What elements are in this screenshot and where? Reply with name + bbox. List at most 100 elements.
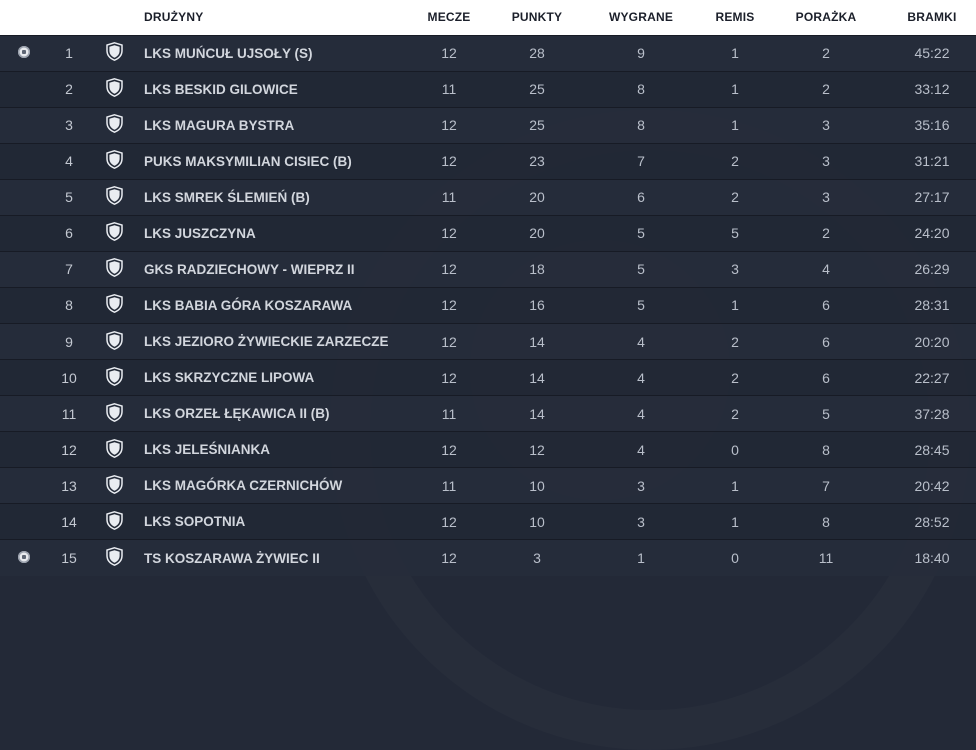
team-name[interactable]: LKS SMREK ŚLEMIEŃ (B) bbox=[144, 189, 310, 205]
table-row[interactable]: 13 LKS MAGÓRKA CZERNICHÓW 11 10 3 1 7 20:42 bbox=[0, 467, 976, 504]
losses: 11 bbox=[818, 550, 834, 567]
played: 12 bbox=[441, 550, 457, 567]
table-row[interactable]: 10 LKS SKRZYCZNE LIPOWA 12 14 4 2 6 22:27 bbox=[0, 359, 976, 396]
position: 4 bbox=[65, 153, 73, 170]
losses: 6 bbox=[822, 369, 830, 386]
team-name[interactable]: TS KOSZARAWA ŻYWIEC II bbox=[144, 550, 320, 566]
table-row[interactable]: 15 TS KOSZARAWA ŻYWIEC II 12 3 1 0 11 18:40 bbox=[0, 539, 976, 576]
losses: 8 bbox=[822, 441, 830, 458]
position: 10 bbox=[61, 369, 77, 386]
team-name[interactable]: PUKS MAKSYMILIAN CISIEC (B) bbox=[144, 153, 352, 169]
shield-crest-icon bbox=[105, 330, 123, 353]
header-crest bbox=[90, 0, 138, 35]
shield-crest-icon bbox=[105, 294, 123, 316]
soccer-ball-icon bbox=[18, 46, 30, 59]
table-row[interactable]: 11 LKS ORZEŁ ŁĘKAWICA II (B) 11 14 4 2 5 37:28 bbox=[0, 395, 976, 432]
points: 23 bbox=[529, 153, 545, 170]
points: 20 bbox=[529, 189, 545, 206]
losses: 4 bbox=[822, 261, 830, 278]
points: 28 bbox=[529, 45, 545, 62]
team-name[interactable]: LKS ORZEŁ ŁĘKAWICA II (B) bbox=[144, 406, 330, 422]
played: 11 bbox=[441, 477, 457, 494]
table-header: Drużyny Mecze Punkty Wygrane Remis Poraż… bbox=[0, 0, 976, 35]
soccer-ball-icon bbox=[18, 551, 30, 564]
header-team[interactable]: Drużyny bbox=[144, 10, 204, 25]
header-goals[interactable]: Bramki bbox=[907, 10, 957, 25]
team-name[interactable]: LKS SOPOTNIA bbox=[144, 514, 246, 530]
losses: 5 bbox=[822, 405, 830, 422]
team-name[interactable]: LKS BABIA GÓRA KOSZARAWA bbox=[144, 297, 353, 313]
draws: 1 bbox=[731, 477, 739, 494]
crest-cell bbox=[90, 468, 138, 504]
crest-cell bbox=[90, 143, 138, 179]
draws: 2 bbox=[731, 153, 739, 170]
points: 12 bbox=[529, 441, 545, 458]
shield-crest-icon bbox=[105, 222, 123, 244]
played: 12 bbox=[441, 261, 457, 278]
points: 25 bbox=[529, 81, 545, 98]
marker-cell bbox=[0, 468, 48, 504]
wins: 5 bbox=[637, 261, 645, 278]
team-name[interactable]: LKS MAGÓRKA CZERNICHÓW bbox=[144, 478, 343, 494]
position: 2 bbox=[65, 81, 73, 98]
team-name[interactable]: LKS JEZIORO ŻYWIECKIE ZARZECZE bbox=[144, 334, 389, 350]
team-name[interactable]: GKS RADZIECHOWY - WIEPRZ II bbox=[144, 261, 355, 277]
table-row[interactable]: 9 LKS JEZIORO ŻYWIECKIE ZARZECZE 12 14 4 2 6 20… bbox=[0, 323, 976, 360]
position: 1 bbox=[65, 45, 73, 62]
header-losses[interactable]: Porażka bbox=[795, 10, 857, 25]
header-played[interactable]: Mecze bbox=[427, 10, 471, 25]
header-draws[interactable]: Remis bbox=[715, 10, 755, 25]
team-name[interactable]: LKS SKRZYCZNE LIPOWA bbox=[144, 370, 315, 386]
marker-cell bbox=[0, 540, 48, 576]
table-row[interactable]: 1 LKS MUŃCUŁ UJSOŁY (S) 12 28 9 1 2 45:22 bbox=[0, 35, 976, 72]
position: 3 bbox=[65, 117, 73, 134]
draws: 1 bbox=[731, 45, 739, 62]
draws: 1 bbox=[731, 81, 739, 98]
position: 11 bbox=[61, 405, 77, 422]
wins: 5 bbox=[637, 225, 645, 242]
table-row[interactable]: 5 LKS SMREK ŚLEMIEŃ (B) 11 20 6 2 3 27:17 bbox=[0, 179, 976, 216]
team-name[interactable]: LKS MUŃCUŁ UJSOŁY (S) bbox=[144, 45, 313, 61]
goals: 45:22 bbox=[914, 45, 950, 62]
losses: 3 bbox=[822, 189, 830, 206]
table-row[interactable]: 12 LKS JELEŚNIANKA 12 12 4 0 8 28:45 bbox=[0, 431, 976, 468]
table-row[interactable]: 6 LKS JUSZCZYNA 12 20 5 5 2 24:20 bbox=[0, 215, 976, 252]
team-name[interactable]: LKS JUSZCZYNA bbox=[144, 225, 256, 241]
wins: 8 bbox=[637, 81, 645, 98]
table-row[interactable]: 14 LKS SOPOTNIA 12 10 3 1 8 28:52 bbox=[0, 503, 976, 540]
team-name[interactable]: LKS MAGURA BYSTRA bbox=[144, 117, 295, 133]
header-points[interactable]: Punkty bbox=[511, 10, 563, 25]
wins: 4 bbox=[637, 405, 645, 422]
team-name[interactable]: LKS JELEŚNIANKA bbox=[144, 442, 271, 458]
crest-cell bbox=[90, 324, 138, 360]
points: 18 bbox=[529, 261, 545, 278]
header-wins[interactable]: Wygrane bbox=[608, 10, 674, 25]
crest-cell bbox=[90, 432, 138, 468]
shield-crest-icon bbox=[105, 78, 123, 100]
header-marker bbox=[0, 0, 48, 35]
table-row[interactable]: 8 LKS BABIA GÓRA KOSZARAWA 12 16 5 1 6 28:31 bbox=[0, 287, 976, 324]
table-row[interactable]: 2 LKS BESKID GILOWICE 11 25 8 1 2 33:12 bbox=[0, 71, 976, 108]
position: 14 bbox=[61, 513, 77, 530]
wins: 5 bbox=[637, 297, 645, 314]
goals: 28:45 bbox=[914, 441, 950, 458]
goals: 20:42 bbox=[914, 477, 950, 494]
points: 16 bbox=[529, 297, 545, 314]
goals: 31:21 bbox=[914, 153, 950, 170]
wins: 7 bbox=[637, 153, 645, 170]
wins: 9 bbox=[637, 45, 645, 62]
table-row[interactable]: 4 PUKS MAKSYMILIAN CISIEC (B) 12 23 7 2 3 31:21 bbox=[0, 143, 976, 180]
team-name[interactable]: LKS BESKID GILOWICE bbox=[144, 81, 298, 97]
draws: 3 bbox=[731, 261, 739, 278]
marker-cell bbox=[0, 324, 48, 360]
goals: 28:52 bbox=[914, 513, 950, 530]
goals: 33:12 bbox=[914, 81, 950, 98]
table-row[interactable]: 3 LKS MAGURA BYSTRA 12 25 8 1 3 35:16 bbox=[0, 107, 976, 144]
points: 3 bbox=[533, 550, 541, 567]
played: 11 bbox=[441, 189, 457, 206]
losses: 2 bbox=[822, 225, 830, 242]
draws: 5 bbox=[731, 225, 739, 242]
wins: 4 bbox=[637, 441, 645, 458]
shield-crest-icon bbox=[105, 186, 123, 208]
table-row[interactable]: 7 GKS RADZIECHOWY - WIEPRZ II 12 18 5 3 4 26:29 bbox=[0, 251, 976, 288]
